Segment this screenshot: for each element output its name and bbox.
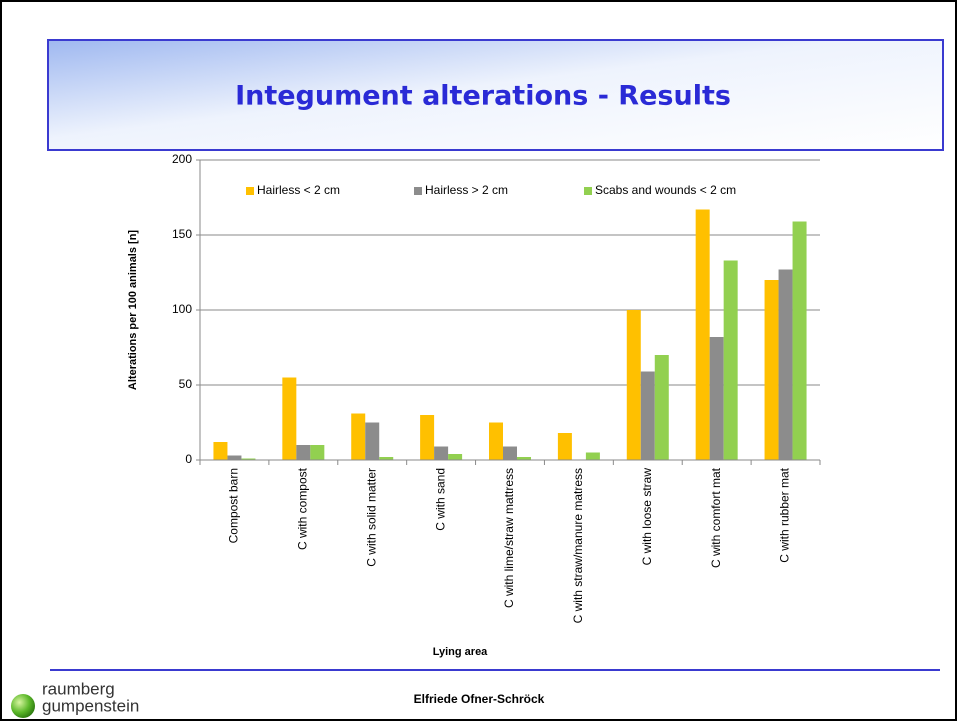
x-tick-label: C with sand	[433, 468, 447, 531]
bar	[723, 260, 738, 460]
x-tick-label: C with rubber mat	[778, 467, 792, 562]
x-tick-label: C with compost	[296, 467, 310, 550]
x-tick-label: C with solid matter	[364, 468, 378, 567]
logo-text: raumberg	[42, 679, 115, 698]
y-axis-label: Alterations per 100 animals [n]	[127, 230, 139, 390]
x-tick-label: C with lime/straw mattress	[502, 468, 516, 608]
bar	[310, 445, 325, 460]
legend-swatch	[414, 187, 422, 195]
bar	[557, 433, 572, 460]
bar	[695, 209, 710, 460]
x-tick-label: Compost barn	[227, 468, 241, 543]
y-tick-label: 200	[172, 152, 192, 166]
slide-title: Integument alterations - Results	[235, 81, 731, 112]
bar	[517, 457, 531, 460]
bar	[379, 457, 394, 460]
y-tick-label: 100	[172, 302, 192, 316]
bar	[503, 446, 517, 460]
bar	[585, 452, 600, 460]
x-tick-label: C with loose straw	[640, 468, 654, 566]
bar	[709, 337, 724, 460]
bar	[654, 355, 669, 460]
author: Elfriede Ofner-Schröck	[414, 692, 545, 706]
bar	[764, 280, 779, 460]
bar	[434, 446, 449, 460]
bar	[241, 458, 256, 460]
y-tick-label: 50	[179, 377, 193, 391]
legend-swatch	[584, 187, 592, 195]
legend-label: Hairless > 2 cm	[425, 183, 508, 197]
bar	[489, 422, 503, 460]
logo-ball	[11, 694, 35, 718]
bar	[420, 415, 435, 460]
y-tick-label: 0	[185, 452, 192, 466]
x-axis-label: Lying area	[433, 646, 488, 658]
bar	[626, 310, 641, 460]
bar	[365, 422, 380, 460]
bar	[778, 269, 793, 460]
bar	[640, 371, 655, 460]
y-tick-label: 150	[172, 227, 192, 241]
legend-label: Scabs and wounds < 2 cm	[595, 183, 736, 197]
bar	[213, 442, 228, 460]
bar	[351, 413, 366, 460]
bar	[448, 454, 463, 460]
legend-swatch	[246, 187, 254, 195]
bar	[792, 221, 807, 460]
title-box	[47, 39, 944, 151]
x-tick-label: C with straw/manure matress	[571, 468, 585, 623]
legend-label: Hairless < 2 cm	[257, 183, 340, 197]
bar	[227, 455, 242, 460]
x-tick-label: C with comfort mat	[709, 467, 723, 568]
bar	[282, 377, 297, 460]
bar	[296, 445, 311, 460]
logo-text: gumpenstein	[42, 696, 139, 715]
